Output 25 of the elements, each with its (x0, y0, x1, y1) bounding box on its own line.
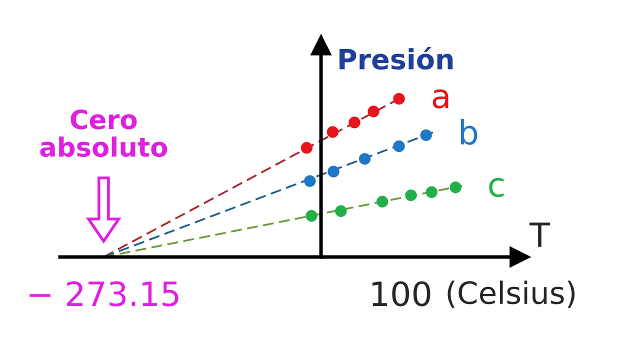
point (393, 140, 405, 152)
y-axis-title: Presión (340, 47, 453, 70)
series-label: b (460, 119, 478, 145)
point (405, 189, 417, 202)
point (335, 205, 347, 217)
point (393, 92, 405, 105)
point (426, 186, 438, 198)
point (450, 182, 462, 194)
point (376, 196, 388, 208)
x-tick-label: − 273.15 (30, 281, 178, 306)
point (304, 175, 316, 187)
text: (Celsius) (448, 280, 575, 308)
series-label: c (489, 178, 504, 198)
point (358, 153, 371, 165)
point (300, 142, 313, 154)
x-tick-label: 100 (372, 281, 430, 306)
point (326, 126, 338, 138)
point (306, 210, 318, 222)
x-axis-title: T (529, 222, 550, 247)
point (328, 166, 340, 178)
point (420, 129, 432, 142)
series-label: a (432, 89, 448, 108)
point (348, 116, 360, 128)
annotation: Cero absoluto (40, 109, 168, 157)
point (368, 106, 380, 118)
